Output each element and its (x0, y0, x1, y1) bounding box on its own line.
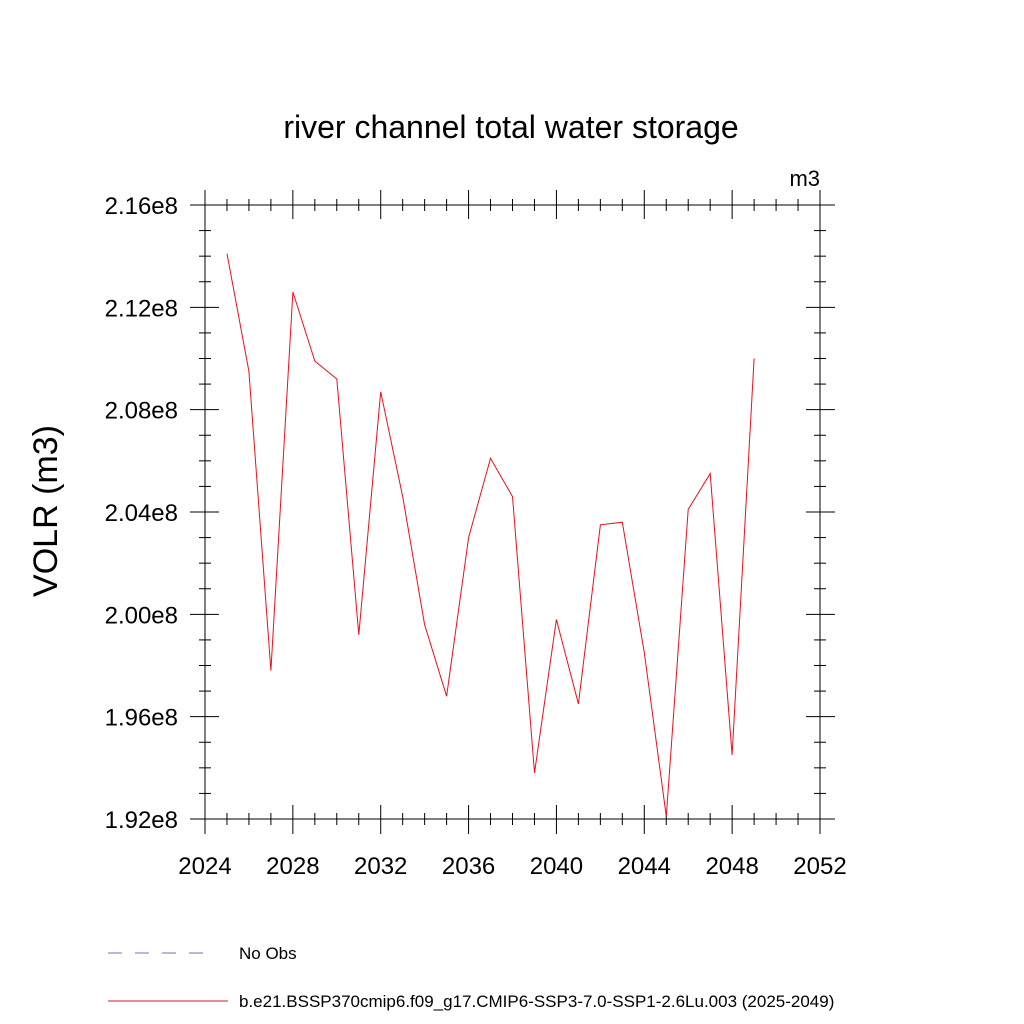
series-line (226, 253, 755, 817)
x-tick-label: 2040 (530, 853, 583, 880)
y-tick-label: 2.04e8 (105, 500, 178, 527)
legend-label: b.e21.BSSP370cmip6.f09_g17.CMIP6-SSP3-7.… (239, 992, 834, 1011)
y-tick-label: 1.96e8 (105, 705, 178, 732)
legend-label: No Obs (239, 944, 297, 963)
x-tick-label: 2024 (178, 853, 231, 880)
y-axis-label: VOLR (m3) (27, 425, 65, 597)
legend: No Obs b.e21.BSSP370cmip6.f09_g17.CMIP6-S… (108, 944, 834, 1011)
x-tick-label: 2052 (793, 853, 846, 880)
x-tick-label: 2028 (266, 853, 319, 880)
axis-ticks: 2024 2028 2032 2036 2040 2044 2048 2052 1.92e8 1.… (105, 190, 847, 880)
units-label: m3 (789, 166, 820, 191)
x-tick-label: 2044 (618, 853, 671, 880)
series-layer (226, 253, 755, 817)
y-tick-label: 2.08e8 (105, 398, 178, 425)
y-tick-label: 1.92e8 (105, 807, 178, 834)
plot-frame (204, 204, 821, 820)
chart-title: river channel total water storage (283, 109, 738, 145)
y-tick-label: 2.00e8 (105, 602, 178, 629)
y-tick-label: 2.12e8 (105, 295, 178, 322)
x-tick-label: 2036 (442, 853, 495, 880)
y-tick-label: 2.16e8 (105, 193, 178, 220)
x-tick-label: 2048 (705, 853, 758, 880)
x-tick-label: 2032 (354, 853, 407, 880)
